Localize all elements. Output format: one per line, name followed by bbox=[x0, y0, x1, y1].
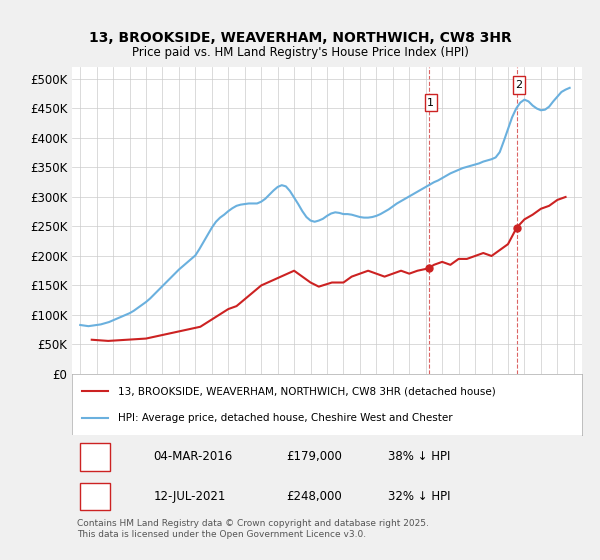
Text: 38% ↓ HPI: 38% ↓ HPI bbox=[388, 450, 451, 463]
Text: 13, BROOKSIDE, WEAVERHAM, NORTHWICH, CW8 3HR (detached house): 13, BROOKSIDE, WEAVERHAM, NORTHWICH, CW8… bbox=[118, 386, 496, 396]
Text: Price paid vs. HM Land Registry's House Price Index (HPI): Price paid vs. HM Land Registry's House … bbox=[131, 46, 469, 59]
Text: £248,000: £248,000 bbox=[286, 490, 342, 503]
Text: Contains HM Land Registry data © Crown copyright and database right 2025.
This d: Contains HM Land Registry data © Crown c… bbox=[77, 519, 429, 539]
Text: 04-MAR-2016: 04-MAR-2016 bbox=[154, 450, 233, 463]
Text: 2: 2 bbox=[91, 490, 98, 503]
Text: HPI: Average price, detached house, Cheshire West and Chester: HPI: Average price, detached house, Ches… bbox=[118, 413, 452, 423]
Text: 2: 2 bbox=[515, 80, 522, 90]
Text: 13, BROOKSIDE, WEAVERHAM, NORTHWICH, CW8 3HR: 13, BROOKSIDE, WEAVERHAM, NORTHWICH, CW8… bbox=[89, 31, 511, 45]
FancyBboxPatch shape bbox=[80, 443, 110, 470]
FancyBboxPatch shape bbox=[425, 94, 437, 111]
Text: £179,000: £179,000 bbox=[286, 450, 342, 463]
FancyBboxPatch shape bbox=[80, 483, 110, 511]
Text: 1: 1 bbox=[427, 97, 434, 108]
Text: 1: 1 bbox=[91, 450, 98, 463]
FancyBboxPatch shape bbox=[514, 76, 525, 94]
Text: 12-JUL-2021: 12-JUL-2021 bbox=[154, 490, 226, 503]
Text: 32% ↓ HPI: 32% ↓ HPI bbox=[388, 490, 451, 503]
